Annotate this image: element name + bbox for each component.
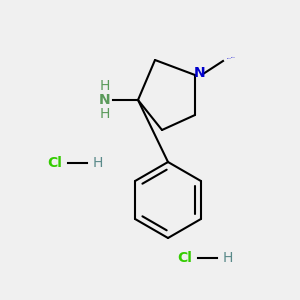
Text: H: H xyxy=(100,79,110,93)
Text: H: H xyxy=(100,107,110,121)
Text: Cl: Cl xyxy=(178,251,192,265)
Text: methyl: methyl xyxy=(231,56,236,58)
Text: N: N xyxy=(99,93,111,107)
Text: H: H xyxy=(223,251,233,265)
Text: N: N xyxy=(194,66,206,80)
Text: Cl: Cl xyxy=(48,156,62,170)
Text: H: H xyxy=(93,156,103,170)
Text: methyl: methyl xyxy=(227,58,232,59)
